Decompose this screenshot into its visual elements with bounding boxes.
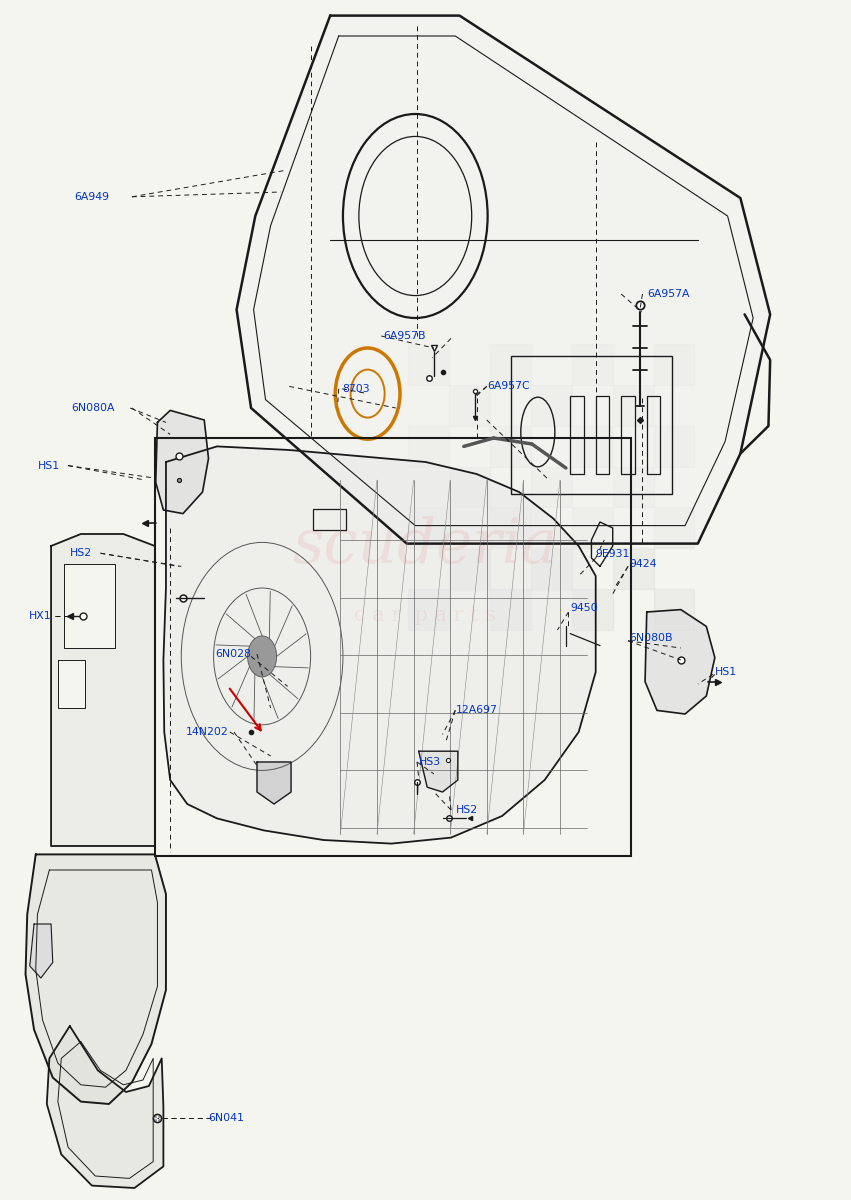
Bar	[155, 438, 631, 856]
Text: 6N080A: 6N080A	[71, 403, 115, 413]
Bar	[613, 385, 654, 426]
Bar	[654, 589, 694, 630]
Bar	[572, 344, 613, 385]
Bar	[572, 508, 613, 548]
Polygon shape	[156, 410, 208, 514]
Polygon shape	[47, 1026, 163, 1188]
Bar	[613, 548, 654, 589]
Text: scuderia: scuderia	[293, 516, 558, 576]
Circle shape	[248, 636, 277, 677]
Text: 6A949: 6A949	[74, 192, 109, 202]
Bar	[531, 385, 572, 426]
Polygon shape	[30, 924, 53, 978]
Bar	[596, 396, 609, 474]
Bar	[408, 344, 449, 385]
Text: 6A957A: 6A957A	[647, 289, 689, 299]
Bar	[511, 356, 672, 494]
Bar	[490, 344, 531, 385]
Text: 6A957B: 6A957B	[383, 331, 426, 341]
Bar	[408, 508, 449, 548]
Text: HS2: HS2	[70, 548, 92, 558]
Polygon shape	[64, 564, 115, 648]
Bar	[313, 509, 346, 530]
Bar	[490, 426, 531, 467]
Polygon shape	[419, 751, 458, 792]
Text: 6N041: 6N041	[208, 1114, 244, 1123]
Text: HS3: HS3	[419, 757, 441, 767]
Polygon shape	[645, 610, 715, 714]
Text: HS1: HS1	[715, 667, 737, 677]
Bar	[408, 426, 449, 467]
Text: 6A957C: 6A957C	[488, 382, 530, 391]
Text: HS1: HS1	[37, 461, 60, 470]
Bar	[449, 385, 490, 426]
Bar	[408, 589, 449, 630]
Text: HX1: HX1	[28, 611, 51, 620]
Text: 9424: 9424	[630, 559, 657, 569]
Polygon shape	[163, 446, 596, 844]
Text: 9E931: 9E931	[596, 550, 630, 559]
Bar	[613, 467, 654, 508]
Text: 12A697: 12A697	[456, 706, 498, 715]
Text: c a r  p a r t s: c a r p a r t s	[354, 606, 497, 625]
Bar	[449, 467, 490, 508]
Text: 14N202: 14N202	[186, 727, 228, 737]
Bar	[531, 548, 572, 589]
Text: 6N080B: 6N080B	[630, 634, 673, 643]
Bar	[621, 396, 635, 474]
Bar	[654, 508, 694, 548]
Bar	[490, 508, 531, 548]
Polygon shape	[257, 762, 291, 804]
Bar	[654, 344, 694, 385]
Polygon shape	[26, 854, 166, 1104]
Polygon shape	[58, 660, 85, 708]
Bar	[647, 396, 660, 474]
Bar	[572, 589, 613, 630]
Bar	[572, 426, 613, 467]
Bar	[490, 589, 531, 630]
Text: 9450: 9450	[570, 604, 597, 613]
Polygon shape	[237, 16, 770, 544]
Bar	[449, 548, 490, 589]
Bar	[654, 426, 694, 467]
Text: HS2: HS2	[456, 805, 478, 815]
Text: 8703: 8703	[342, 384, 369, 394]
Bar	[570, 396, 584, 474]
Polygon shape	[51, 534, 155, 846]
Bar	[531, 467, 572, 508]
Text: 6N028: 6N028	[215, 649, 251, 659]
